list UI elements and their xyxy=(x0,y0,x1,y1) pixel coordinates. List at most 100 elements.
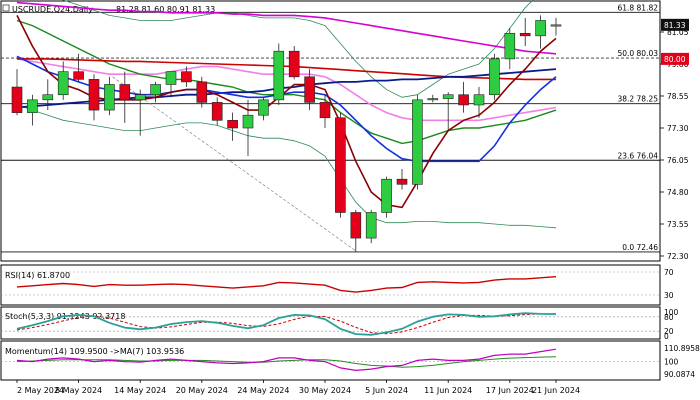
candle-body xyxy=(458,94,469,106)
candle xyxy=(273,43,285,105)
candle xyxy=(489,53,500,100)
candle xyxy=(150,81,161,103)
candle xyxy=(396,168,408,190)
candle xyxy=(27,94,38,126)
candle-body xyxy=(519,32,531,37)
candle-body xyxy=(11,86,23,113)
momentum-tick-label: 90.0874 xyxy=(664,370,695,379)
momentum-plot: 110.8958 100 90.0874 xyxy=(1,344,700,379)
candle xyxy=(335,112,346,218)
candle xyxy=(504,28,516,70)
ohlc-label: 81.28 81.60 80.91 81.33 xyxy=(116,5,215,14)
x-tick-label: 20 May 2024 xyxy=(176,386,228,395)
candle xyxy=(458,81,469,113)
x-tick-label: 8 May 2024 xyxy=(55,386,102,395)
fib-label: 38.2 78.25 xyxy=(617,95,658,104)
stoch-k-line xyxy=(16,312,557,336)
candle xyxy=(427,94,439,103)
candle xyxy=(473,87,485,118)
candle xyxy=(73,53,84,82)
candle xyxy=(258,97,269,121)
candle xyxy=(134,89,146,136)
candle xyxy=(181,66,192,88)
candle xyxy=(88,74,100,121)
price-tick-label: 77.30 xyxy=(667,124,689,133)
candle-body xyxy=(258,99,269,116)
bollinger-lower-line xyxy=(16,104,557,229)
x-tick-label: 2 May 2024 xyxy=(17,386,64,395)
candle-body xyxy=(288,50,300,78)
candle xyxy=(119,71,131,123)
x-tick-label: 17 Jun 2024 xyxy=(486,386,534,395)
x-tick-label: 30 May 2024 xyxy=(299,386,351,395)
stoch-tick-label: 0 xyxy=(664,332,669,341)
ma-magenta-line xyxy=(16,1,557,55)
candle-body xyxy=(304,76,315,103)
candle xyxy=(550,17,562,36)
ma-green-line xyxy=(16,19,557,145)
candle xyxy=(442,92,454,131)
price-tick-label: 73.55 xyxy=(667,220,689,229)
candle-body xyxy=(73,71,84,80)
candle xyxy=(350,209,362,252)
stoch-tick-label: 20 xyxy=(664,327,674,336)
candle xyxy=(104,76,115,116)
momentum-label: Momentum(14) 109.9500 ->MA(7) 103.9536 xyxy=(5,347,184,356)
candle-body xyxy=(427,98,439,101)
price-tick-label: 76.05 xyxy=(667,156,689,165)
rsi-line xyxy=(16,276,557,293)
fib-label: 61.8 81.82 xyxy=(617,3,658,12)
price-panel xyxy=(0,0,661,262)
x-tick-label: 24 May 2024 xyxy=(237,386,289,395)
candle xyxy=(11,69,23,116)
candle-body xyxy=(88,79,100,111)
candle-body xyxy=(350,212,362,239)
x-tick-label: 5 Jun 2024 xyxy=(365,386,408,395)
rsi-label: RSI(14) 61.8700 xyxy=(5,271,70,280)
stoch-tick-label: 100 xyxy=(664,308,679,317)
candle xyxy=(288,46,300,80)
x-tick-label: 14 May 2024 xyxy=(114,386,166,395)
candle-body xyxy=(27,99,38,113)
candle-body xyxy=(150,84,161,96)
candle-body xyxy=(104,84,115,111)
current-price-label: 81.33 xyxy=(664,21,686,30)
candle-body xyxy=(165,71,177,85)
candle-body xyxy=(504,32,516,60)
candle xyxy=(42,79,54,111)
candle xyxy=(381,176,392,218)
chart-menu-icon[interactable] xyxy=(2,4,10,12)
price-tick-label: 74.80 xyxy=(667,188,689,197)
momentum-line xyxy=(16,348,557,372)
symbol-label: USCRUDE,Q24,Daily xyxy=(12,5,93,14)
candle xyxy=(535,15,546,49)
rsi-tick-label: 30 xyxy=(664,291,674,300)
candle-body xyxy=(57,71,69,96)
price-axis: 81.0579.8078.5577.3076.0574.8073.5572.30… xyxy=(660,18,689,261)
price-tick-label: 72.30 xyxy=(667,252,689,261)
candle-body xyxy=(365,212,377,239)
rsi-tick-label: 70 xyxy=(664,268,674,277)
candle xyxy=(319,94,331,128)
price-tick-label: 78.55 xyxy=(667,92,689,101)
fib-label: 0.0 72.46 xyxy=(622,243,658,252)
x-tick-label: 21 Jun 2024 xyxy=(532,386,580,395)
candle-body xyxy=(42,94,54,101)
candle-body xyxy=(227,120,238,129)
candle-body xyxy=(396,178,408,185)
candle xyxy=(304,69,315,111)
rsi-panel xyxy=(0,264,661,306)
stoch-tick-label: 80 xyxy=(664,313,674,322)
candle xyxy=(165,71,177,98)
price-plot: 61.8 81.82 50.0 80.03 38.2 78.25 23.6 76.04… xyxy=(1,0,660,253)
marked-level-badge xyxy=(661,52,689,65)
fib-label: 50.0 80.03 xyxy=(617,49,658,58)
candle-body xyxy=(412,99,423,185)
candle-body xyxy=(119,84,131,101)
candle-body xyxy=(196,81,208,103)
candle-body xyxy=(550,24,562,27)
candle-body xyxy=(134,94,146,101)
